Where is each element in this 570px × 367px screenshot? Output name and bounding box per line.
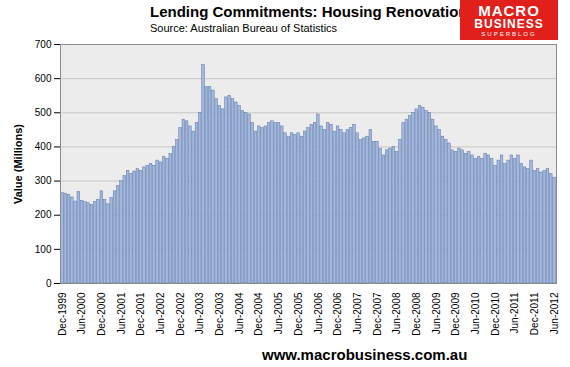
- svg-text:Jun-2005: Jun-2005: [273, 292, 284, 334]
- svg-text:Dec-2007: Dec-2007: [372, 292, 383, 336]
- svg-text:Dec-2004: Dec-2004: [253, 292, 264, 336]
- svg-text:Dec-2002: Dec-2002: [175, 292, 186, 336]
- html-text:BUSINESS: BUSINESS: [474, 17, 544, 31]
- svg-text:300: 300: [35, 175, 52, 186]
- svg-text:Dec-2010: Dec-2010: [490, 292, 501, 336]
- svg-text:Jun-2011: Jun-2011: [509, 292, 520, 333]
- svg-text:Dec-2006: Dec-2006: [332, 292, 343, 336]
- svg-text:Dec-2011: Dec-2011: [529, 292, 540, 335]
- svg-text:100: 100: [35, 244, 52, 255]
- svg-text:600: 600: [35, 73, 52, 84]
- html-text:MACRO: MACRO: [478, 2, 540, 19]
- svg-text:0: 0: [46, 278, 52, 289]
- svg-text:Jun-2010: Jun-2010: [470, 292, 481, 334]
- svg-text:Jun-2002: Jun-2002: [155, 292, 166, 334]
- svg-text:Value (Millions): Value (Millions): [12, 124, 24, 204]
- svg-text:Jun-2007: Jun-2007: [352, 292, 363, 334]
- html-text:Source: Australian Bureau of S: Source: Australian Bureau of Statistics: [150, 22, 338, 34]
- html-text:Lending Commitments: Housing R: Lending Commitments: Housing Renovations: [150, 3, 476, 20]
- svg-text:200: 200: [35, 209, 52, 220]
- svg-text:Dec-2008: Dec-2008: [411, 292, 422, 336]
- html-text:www.macrobusiness.com.au: www.macrobusiness.com.au: [262, 346, 468, 363]
- html-text:SUPERBLOG: SUPERBLOG: [481, 31, 537, 37]
- svg-text:Jun-2006: Jun-2006: [313, 292, 324, 334]
- svg-text:Jun-2004: Jun-2004: [234, 292, 245, 334]
- svg-text:500: 500: [35, 107, 52, 118]
- svg-text:Dec-1999: Dec-1999: [57, 292, 68, 336]
- svg-text:Jun-2012: Jun-2012: [549, 292, 560, 334]
- svg-text:Dec-2003: Dec-2003: [214, 292, 225, 336]
- svg-text:Dec-2005: Dec-2005: [293, 292, 304, 336]
- svg-text:Jun-2008: Jun-2008: [391, 292, 402, 334]
- svg-text:400: 400: [35, 141, 52, 152]
- svg-text:Dec-2009: Dec-2009: [450, 292, 461, 336]
- svg-text:Jun-2009: Jun-2009: [431, 292, 442, 334]
- svg-text:700: 700: [35, 39, 52, 50]
- svg-text:Jun-2000: Jun-2000: [76, 292, 87, 334]
- svg-text:Jun-2001: Jun-2001: [116, 292, 127, 334]
- svg-text:Jun-2003: Jun-2003: [194, 292, 205, 334]
- svg-text:Dec-2001: Dec-2001: [135, 292, 146, 336]
- svg-text:Dec-2000: Dec-2000: [96, 292, 107, 336]
